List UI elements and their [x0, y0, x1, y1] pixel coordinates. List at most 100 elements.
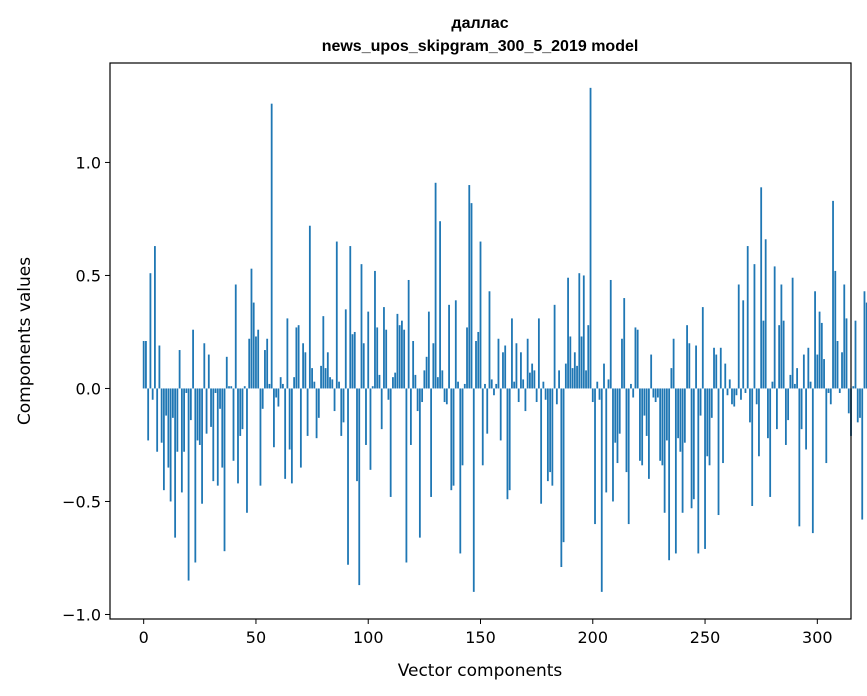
- bar: [315, 388, 318, 439]
- bar: [737, 284, 740, 389]
- bar: [782, 320, 785, 389]
- bar: [302, 343, 305, 389]
- bar: [394, 372, 397, 389]
- bar: [656, 388, 659, 398]
- bar: [515, 343, 518, 389]
- bar: [259, 388, 262, 486]
- bar: [780, 284, 783, 389]
- bar: [421, 388, 424, 403]
- x-tick-label: 250: [690, 628, 721, 647]
- bar: [555, 388, 558, 405]
- bar: [335, 241, 338, 389]
- bar: [497, 338, 500, 389]
- bar: [742, 300, 745, 389]
- bar: [290, 388, 293, 484]
- bar: [659, 388, 662, 461]
- bar: [704, 388, 706, 549]
- bar: [293, 377, 296, 389]
- bar: [248, 338, 251, 389]
- bar: [425, 356, 428, 389]
- bar: [371, 386, 374, 389]
- bar: [434, 182, 437, 389]
- bar: [832, 200, 834, 389]
- bar: [221, 388, 224, 468]
- bar: [827, 388, 830, 393]
- bar: [807, 347, 810, 389]
- bar: [414, 374, 417, 389]
- bar: [760, 187, 763, 389]
- bar: [145, 341, 147, 389]
- bar: [614, 388, 617, 443]
- bar: [854, 320, 857, 389]
- bar: [668, 388, 671, 561]
- bar: [432, 343, 435, 389]
- bar: [717, 388, 720, 516]
- bar: [847, 388, 850, 414]
- bar: [648, 388, 650, 479]
- bar: [495, 383, 498, 389]
- bar: [506, 388, 509, 500]
- bar: [459, 388, 462, 554]
- bar: [183, 388, 185, 452]
- bar: [167, 388, 170, 468]
- bar: [809, 381, 812, 389]
- bar: [392, 377, 394, 389]
- bar: [481, 388, 484, 466]
- bar: [333, 388, 336, 412]
- bar: [369, 388, 372, 470]
- bar: [573, 352, 576, 389]
- bar: [569, 336, 572, 389]
- bar: [493, 388, 495, 396]
- bar: [845, 318, 848, 389]
- bar: [308, 225, 311, 389]
- bar: [589, 87, 592, 389]
- bar: [773, 266, 776, 389]
- bar: [751, 388, 754, 506]
- bar: [540, 388, 543, 504]
- bar: [511, 318, 513, 389]
- bar: [311, 368, 313, 389]
- bar: [544, 388, 547, 400]
- bar: [416, 388, 419, 412]
- bar: [313, 381, 316, 389]
- bar: [825, 388, 828, 464]
- bar: [342, 388, 345, 423]
- bar: [475, 341, 477, 389]
- bar: [798, 388, 801, 527]
- bar: [243, 386, 246, 389]
- bar: [688, 343, 691, 389]
- bar: [180, 388, 183, 493]
- bar: [645, 388, 648, 436]
- bar: [246, 388, 248, 513]
- bar: [520, 352, 522, 389]
- bar: [470, 203, 473, 389]
- y-tick-label: 0.0: [76, 379, 101, 398]
- bar: [383, 307, 385, 389]
- bar: [174, 388, 177, 538]
- bar: [367, 311, 370, 389]
- x-tick-label: 100: [353, 628, 384, 647]
- bar: [522, 379, 525, 389]
- bar: [603, 363, 605, 389]
- bar: [856, 388, 859, 423]
- bar: [643, 388, 646, 416]
- bar: [268, 383, 271, 389]
- bar: [724, 363, 727, 389]
- bar: [257, 329, 260, 389]
- bar: [865, 302, 867, 389]
- bar: [793, 383, 796, 389]
- bar: [701, 307, 704, 389]
- bar: [582, 275, 585, 389]
- bar: [719, 347, 722, 389]
- bar: [158, 345, 161, 389]
- bar: [829, 388, 832, 405]
- bar: [665, 388, 668, 441]
- x-axis-ticks: 0 50 100 150 200 250 300: [139, 619, 833, 647]
- bar: [755, 388, 758, 405]
- bar: [488, 291, 491, 389]
- bar: [650, 354, 653, 389]
- bar: [385, 329, 388, 389]
- bar: [764, 239, 767, 389]
- bar: [636, 329, 639, 389]
- bar: [641, 388, 644, 466]
